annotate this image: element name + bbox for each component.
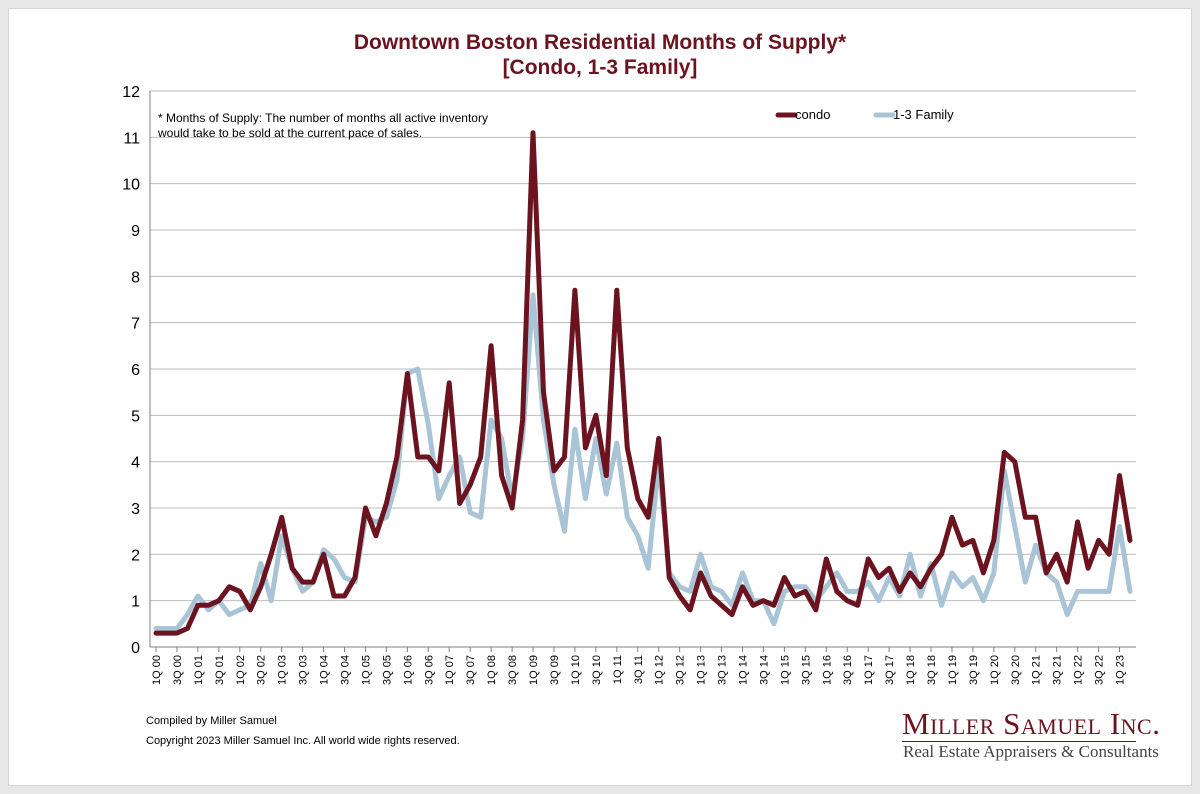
x-tick-label: 1Q 15 bbox=[779, 655, 791, 685]
x-tick-label: 3Q 08 bbox=[507, 655, 519, 685]
x-tick-label: 1Q 13 bbox=[696, 655, 708, 685]
x-tick-label: 1Q 12 bbox=[654, 655, 666, 685]
y-tick-label: 7 bbox=[131, 316, 140, 333]
x-tick-label: 3Q 01 bbox=[214, 655, 226, 685]
y-tick-label: 12 bbox=[122, 84, 140, 101]
gridlines bbox=[150, 90, 1136, 602]
x-tick-label: 3Q 09 bbox=[549, 655, 561, 685]
x-tick-label: 3Q 18 bbox=[926, 655, 938, 685]
x-tick-label: 1Q 16 bbox=[821, 655, 833, 685]
x-tick-label: 3Q 13 bbox=[717, 655, 729, 685]
x-tick-label: 3Q 10 bbox=[591, 655, 603, 685]
y-tick-label: 5 bbox=[131, 408, 140, 425]
x-tick-label: 3Q 06 bbox=[423, 655, 435, 685]
x-tick-label: 3Q 00 bbox=[172, 655, 184, 685]
x-tick-label: 1Q 19 bbox=[947, 655, 959, 685]
credit-compiled: Compiled by Miller Samuel bbox=[146, 715, 277, 727]
x-tick-label: 3Q 20 bbox=[1010, 655, 1022, 685]
legend-family-label: 1-3 Family bbox=[893, 107, 954, 122]
x-tick-label: 1Q 06 bbox=[402, 655, 414, 685]
y-tick-label: 4 bbox=[131, 455, 140, 472]
axes bbox=[149, 91, 1136, 652]
x-tick-label: 1Q 08 bbox=[486, 655, 498, 685]
chart-title-line2: [Condo, 1-3 Family] bbox=[502, 56, 698, 79]
x-tick-label: 3Q 22 bbox=[1094, 655, 1106, 685]
x-tick-labels: 1Q 00 3Q 00 1Q 01 3Q 01 1Q 02 3Q 02 1Q 03 3Q 03… bbox=[151, 655, 1127, 685]
x-tick-label: 1Q 11 bbox=[612, 655, 624, 684]
x-tick-label: 1Q 03 bbox=[277, 655, 289, 685]
x-tick-label: 3Q 17 bbox=[884, 655, 896, 685]
series-lines bbox=[153, 130, 1133, 636]
y-tick-label: 9 bbox=[131, 223, 140, 240]
brand-tagline: Real Estate Appraisers & Consultants bbox=[903, 742, 1159, 761]
x-tick-label: 1Q 14 bbox=[737, 655, 749, 685]
x-tick-label: 1Q 09 bbox=[528, 655, 540, 685]
y-tick-label: 3 bbox=[131, 501, 140, 518]
x-tick-label: 1Q 01 bbox=[193, 655, 205, 685]
x-tick-label: 1Q 07 bbox=[444, 655, 456, 685]
y-tick-label: 10 bbox=[122, 177, 140, 194]
chart-title-line1: Downtown Boston Residential Months of Su… bbox=[353, 31, 847, 54]
x-tick-label: 1Q 04 bbox=[319, 655, 331, 685]
y-tick-label: 2 bbox=[131, 547, 140, 564]
x-tick-label: 3Q 02 bbox=[256, 655, 268, 685]
x-tick-label: 1Q 00 bbox=[151, 655, 163, 685]
x-tick-label: 1Q 10 bbox=[570, 655, 582, 685]
x-tick-label: 3Q 14 bbox=[758, 655, 770, 685]
x-tick-label: 1Q 17 bbox=[863, 655, 875, 685]
brand-divider bbox=[902, 741, 1136, 742]
x-tick-label: 1Q 21 bbox=[1031, 655, 1043, 685]
y-tick-label: 0 bbox=[131, 640, 140, 657]
x-tick-label: 1Q 18 bbox=[905, 655, 917, 685]
y-tick-label: 11 bbox=[123, 130, 140, 147]
legend: condo 1-3 Family bbox=[775, 107, 954, 122]
credit-copyright: Copyright 2023 Miller Samuel Inc. All wo… bbox=[146, 735, 460, 747]
y-tick-label: 6 bbox=[131, 362, 140, 379]
x-tick-label: 3Q 05 bbox=[381, 655, 393, 685]
legend-condo-label: condo bbox=[795, 107, 830, 122]
x-tick-label: 1Q 22 bbox=[1073, 655, 1085, 685]
y-tick-label: 1 bbox=[131, 594, 140, 611]
x-tick-label: 3Q 11 bbox=[633, 655, 645, 684]
x-tick-label: 3Q 21 bbox=[1052, 655, 1064, 685]
x-tick-label: 3Q 03 bbox=[298, 655, 310, 685]
x-tick-label: 1Q 02 bbox=[235, 655, 247, 685]
months-of-supply-footnote: * Months of Supply: The number of months… bbox=[158, 111, 488, 140]
brand-logo-name: Miller Samuel Inc. bbox=[902, 706, 1161, 741]
condo-series-line bbox=[153, 130, 1133, 636]
y-tick-label: 8 bbox=[131, 269, 140, 286]
x-tick-label: 3Q 19 bbox=[968, 655, 980, 685]
x-tick-label: 1Q 05 bbox=[360, 655, 372, 685]
x-tick-label: 1Q 23 bbox=[1115, 655, 1127, 685]
x-tick-label: 3Q 04 bbox=[340, 655, 352, 685]
x-tick-label: 3Q 07 bbox=[465, 655, 477, 685]
x-tick-label: 3Q 16 bbox=[842, 655, 854, 685]
x-tick-label: 3Q 15 bbox=[800, 655, 812, 685]
x-tick-label: 1Q 20 bbox=[989, 655, 1001, 685]
x-tick-label: 3Q 12 bbox=[675, 655, 687, 685]
